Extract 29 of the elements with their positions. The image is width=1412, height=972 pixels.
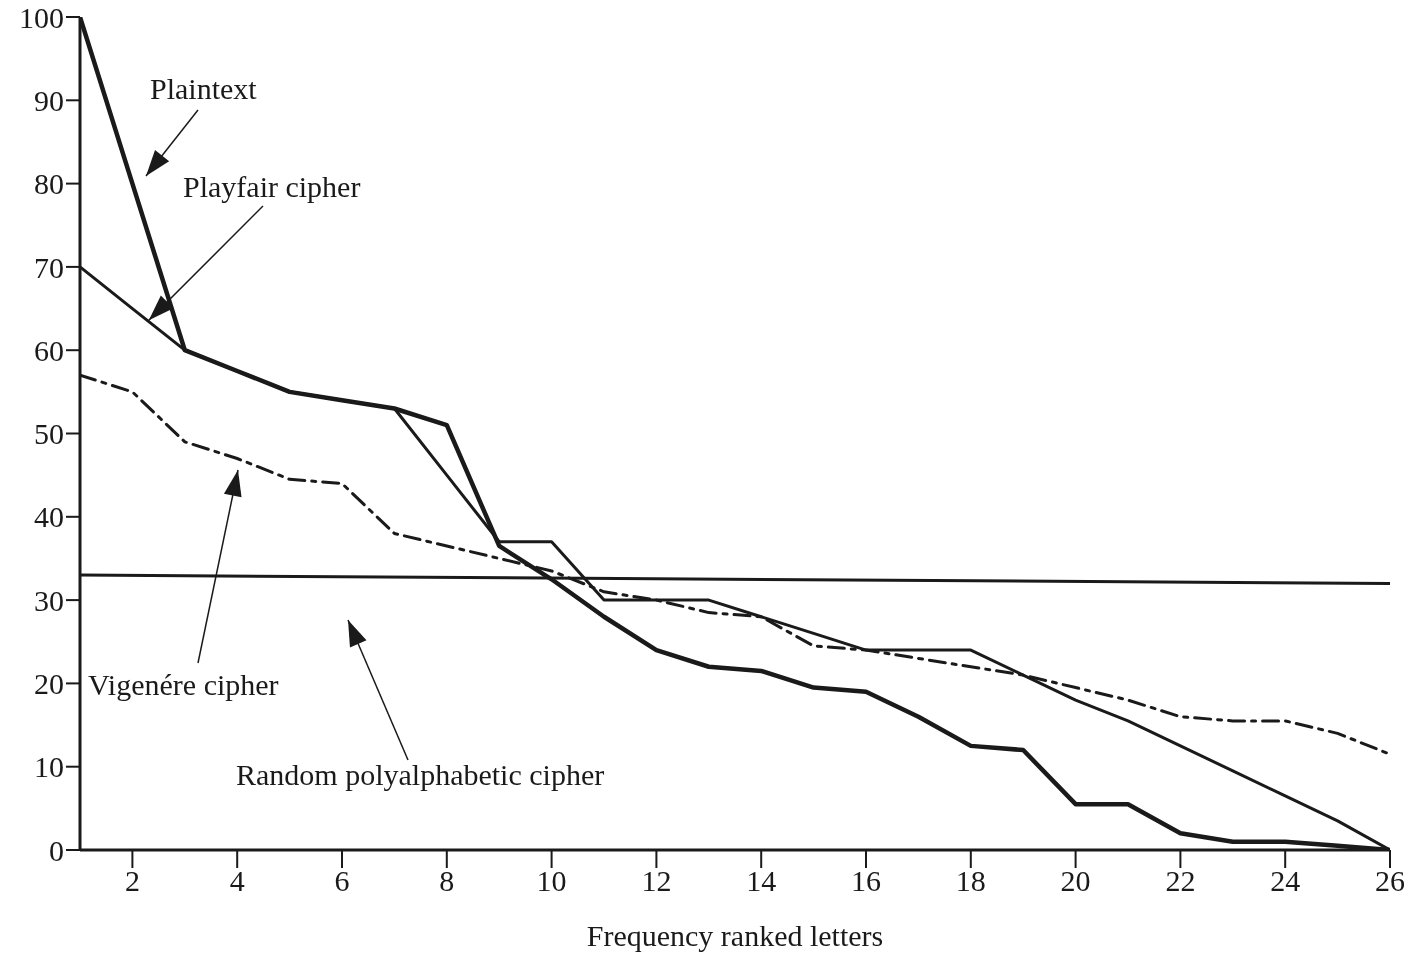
y-tick-label: 50 <box>34 417 64 451</box>
x-tick-label: 10 <box>536 864 567 898</box>
y-tick-label: 100 <box>19 0 64 34</box>
y-tick-label: 10 <box>34 750 64 784</box>
x-tick-label: 6 <box>334 864 350 898</box>
y-tick-label: 30 <box>34 583 64 617</box>
x-tick-label: 8 <box>439 864 455 898</box>
annotation: Plaintext <box>150 71 258 105</box>
x-tick-label: 4 <box>229 864 245 898</box>
x-axis-title: Frequency ranked letters <box>586 919 884 952</box>
y-tick-label: 0 <box>49 833 64 867</box>
y-tick-label: 60 <box>34 333 64 367</box>
x-tick-label: 14 <box>746 864 777 898</box>
x-tick-label: 2 <box>124 864 140 898</box>
x-tick-label: 20 <box>1060 864 1091 898</box>
y-tick-label: 90 <box>34 83 64 117</box>
annotation: Playfair cipher <box>183 169 361 203</box>
y-tick-label: 20 <box>34 667 64 701</box>
x-tick-label: 18 <box>955 864 986 898</box>
annotation: Vigenére cipher <box>88 667 279 701</box>
y-tick-label: 80 <box>34 167 64 201</box>
x-tick-label: 12 <box>641 864 672 898</box>
y-tick-label: 40 <box>34 500 64 534</box>
annotation: Random polyalphabetic cipher <box>236 757 605 791</box>
x-tick-label: 16 <box>851 864 881 898</box>
y-tick-label: 70 <box>34 250 64 284</box>
x-tick-label: 24 <box>1270 864 1301 898</box>
x-tick-label: 22 <box>1165 864 1196 898</box>
x-tick-label: 26 <box>1375 864 1405 898</box>
